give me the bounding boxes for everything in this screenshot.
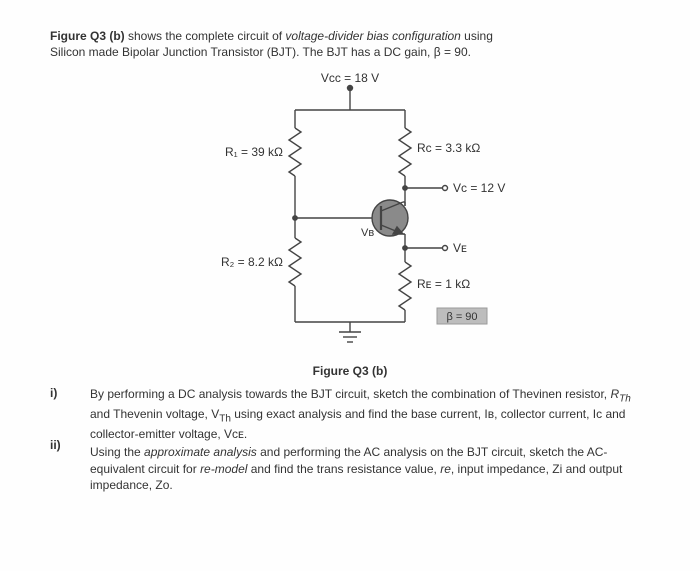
- figure-ref: Figure Q3 (b): [50, 29, 125, 43]
- circuit-diagram: Vcc = 18 V R₁ = 39 kΩ R₂ = 8.2 kΩ Rc = 3…: [50, 70, 650, 378]
- q-num-i: i): [50, 386, 90, 400]
- rc-label: Rc = 3.3 kΩ: [417, 141, 480, 155]
- re-label: Rᴇ = 1 kΩ: [417, 277, 470, 291]
- question-i: By performing a DC analysis towards the …: [90, 386, 650, 442]
- vb-label: Vʙ: [361, 227, 374, 239]
- figure-caption: Figure Q3 (b): [313, 364, 388, 378]
- intro-paragraph: Figure Q3 (b) shows the complete circuit…: [50, 28, 650, 60]
- vc-label: Vc = 12 V: [453, 181, 505, 195]
- intro-line2: Silicon made Bipolar Junction Transistor…: [50, 45, 471, 59]
- circuit-svg: Vcc = 18 V R₁ = 39 kΩ R₂ = 8.2 kΩ Rc = 3…: [185, 70, 515, 360]
- vcc-label: Vcc = 18 V: [321, 71, 379, 85]
- beta-label: β = 90: [446, 311, 477, 323]
- q-num-ii: ii): [50, 438, 90, 452]
- ve-label: Vᴇ: [453, 241, 467, 255]
- question-list: i) ii) By performing a DC analysis towar…: [50, 386, 650, 495]
- question-ii: Using the approximate analysis and perfo…: [90, 444, 650, 493]
- r2-label: R₂ = 8.2 kΩ: [221, 255, 283, 269]
- r1-label: R₁ = 39 kΩ: [225, 145, 283, 159]
